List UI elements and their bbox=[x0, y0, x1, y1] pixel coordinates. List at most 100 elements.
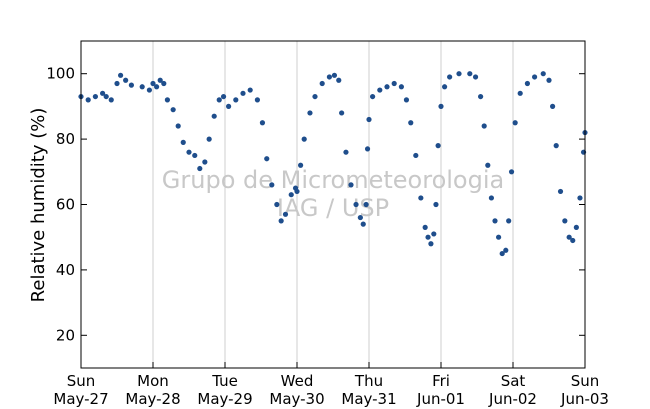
data-point bbox=[114, 80, 120, 87]
data-point bbox=[467, 71, 473, 77]
data-point bbox=[557, 188, 564, 195]
data-point bbox=[154, 84, 160, 90]
data-point bbox=[240, 90, 246, 96]
data-point bbox=[197, 165, 203, 172]
x-tick-date: May-29 bbox=[197, 390, 252, 408]
y-tick-label: 80 bbox=[56, 130, 75, 148]
data-point bbox=[216, 97, 222, 103]
data-point bbox=[524, 80, 531, 87]
data-point bbox=[192, 152, 198, 159]
data-point bbox=[301, 136, 307, 142]
data-point bbox=[403, 97, 410, 103]
data-point bbox=[408, 120, 414, 126]
x-tick-day: Mon bbox=[137, 372, 169, 390]
plot-area bbox=[81, 41, 585, 368]
data-point bbox=[553, 143, 559, 149]
data-point bbox=[269, 182, 275, 188]
y-axis: 20 40 60 80 100 bbox=[46, 65, 585, 344]
x-tick-date: Jun-01 bbox=[416, 390, 465, 408]
data-point bbox=[570, 237, 576, 244]
x-tick-day: Thu bbox=[354, 372, 383, 390]
data-point bbox=[348, 182, 354, 188]
data-point bbox=[259, 120, 266, 126]
data-point bbox=[472, 74, 479, 80]
data-point bbox=[294, 188, 300, 195]
y-tick-label: 60 bbox=[56, 196, 75, 214]
data-point bbox=[366, 116, 372, 123]
data-point bbox=[512, 120, 518, 126]
data-point bbox=[307, 110, 313, 116]
watermark-line-2: IAG / USP bbox=[277, 194, 389, 222]
data-point bbox=[108, 97, 114, 103]
data-point bbox=[319, 80, 325, 87]
data-point bbox=[566, 234, 572, 240]
data-point bbox=[312, 93, 318, 100]
x-tick-day: Sun bbox=[571, 372, 600, 390]
data-point bbox=[247, 87, 253, 93]
data-point bbox=[370, 93, 376, 100]
data-point bbox=[532, 74, 538, 80]
data-point bbox=[550, 103, 556, 109]
data-point bbox=[517, 90, 523, 96]
data-point bbox=[220, 93, 227, 100]
data-point bbox=[433, 201, 439, 208]
data-point bbox=[506, 218, 512, 224]
x-tick-date: May-30 bbox=[269, 390, 324, 408]
data-point bbox=[413, 152, 419, 159]
data-point bbox=[481, 123, 487, 129]
data-point bbox=[298, 162, 304, 168]
data-point bbox=[485, 162, 491, 168]
data-point bbox=[508, 169, 515, 175]
data-point bbox=[175, 123, 181, 129]
data-point bbox=[326, 74, 332, 80]
x-tick-day: Fri bbox=[432, 372, 450, 390]
data-point bbox=[103, 93, 109, 100]
data-point bbox=[170, 107, 176, 113]
data-point bbox=[157, 77, 163, 83]
data-point bbox=[139, 84, 145, 90]
data-point bbox=[100, 90, 106, 96]
data-point bbox=[211, 113, 217, 119]
data-point bbox=[391, 80, 397, 87]
y-tick-label: 20 bbox=[56, 326, 75, 344]
data-point bbox=[488, 195, 494, 201]
data-point bbox=[364, 146, 371, 152]
data-point bbox=[360, 221, 366, 227]
data-point bbox=[233, 97, 239, 103]
x-tick-day: Sat bbox=[501, 372, 526, 390]
data-point bbox=[456, 71, 462, 77]
data-point bbox=[492, 218, 498, 224]
data-point bbox=[226, 103, 232, 109]
data-point bbox=[186, 149, 192, 155]
data-point bbox=[336, 77, 342, 83]
data-point bbox=[442, 84, 448, 90]
data-point bbox=[92, 93, 98, 100]
data-point bbox=[331, 72, 338, 78]
data-point bbox=[418, 195, 424, 201]
data-point bbox=[339, 110, 345, 116]
y-tick-label: 100 bbox=[46, 65, 75, 83]
data-point bbox=[146, 87, 152, 93]
data-points bbox=[78, 71, 588, 257]
data-point bbox=[357, 214, 363, 221]
data-point bbox=[85, 97, 91, 103]
x-axis: SunMay-27MonMay-28TueMay-29WedMay-30ThuM… bbox=[53, 362, 609, 408]
data-point bbox=[431, 231, 437, 237]
data-point bbox=[499, 250, 505, 257]
data-point bbox=[128, 82, 134, 88]
x-tick-date: Jun-02 bbox=[488, 390, 537, 408]
x-tick-day: Tue bbox=[211, 372, 238, 390]
x-tick-date: Jun-03 bbox=[560, 390, 609, 408]
data-point bbox=[180, 139, 186, 145]
data-point bbox=[363, 201, 369, 208]
data-point bbox=[435, 143, 441, 149]
y-tick-label: 40 bbox=[56, 261, 75, 279]
data-point bbox=[546, 77, 552, 83]
data-point bbox=[384, 84, 390, 90]
data-point bbox=[343, 149, 349, 155]
x-tick-day: Sun bbox=[67, 372, 96, 390]
data-point bbox=[150, 80, 156, 87]
data-point bbox=[164, 97, 170, 103]
data-point bbox=[540, 71, 546, 77]
